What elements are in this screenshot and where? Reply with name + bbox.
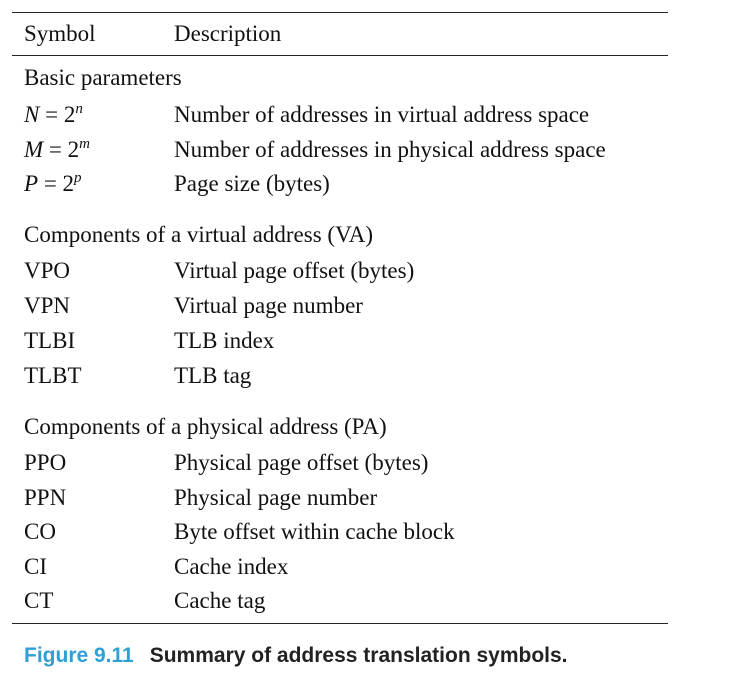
row-description: TLB index	[174, 328, 275, 353]
top-rule	[12, 12, 668, 13]
row-description: Page size (bytes)	[174, 171, 330, 196]
bottom-rule	[12, 623, 668, 624]
row-symbol: VPN	[24, 293, 71, 318]
row-symbol: PPN	[24, 485, 67, 510]
header-rule	[12, 55, 668, 56]
section-title-physical-address: Components of a physical address (PA)	[24, 414, 387, 439]
section-title-virtual-address: Components of a virtual address (VA)	[24, 222, 373, 247]
row-description: Number of addresses in virtual address s…	[174, 102, 590, 127]
row-description: Cache tag	[174, 588, 266, 613]
row-symbol: VPO	[24, 258, 71, 283]
figure-title: Summary of address translation symbols.	[149, 644, 568, 667]
section-title-basic-parameters: Basic parameters	[24, 65, 182, 90]
symbol-formula: M = 2m	[24, 136, 90, 163]
row-description: Byte offset within cache block	[174, 519, 455, 544]
row-symbol: CT	[24, 588, 54, 613]
row-symbol: CO	[24, 519, 56, 544]
row-symbol: TLBI	[24, 328, 76, 353]
row-description: Virtual page offset (bytes)	[174, 258, 415, 283]
row-symbol: TLBT	[24, 363, 82, 388]
figure-number: Figure 9.11	[24, 644, 134, 667]
row-description: TLB tag	[174, 363, 252, 388]
row-description: Cache index	[174, 554, 289, 579]
header-description: Description	[174, 21, 282, 46]
row-symbol: PPO	[24, 450, 67, 475]
header-symbol: Symbol	[24, 21, 96, 46]
symbol-formula: P = 2p	[24, 170, 82, 197]
row-description: Virtual page number	[174, 293, 363, 318]
row-description: Physical page number	[174, 485, 378, 510]
row-symbol: CI	[24, 554, 47, 579]
symbol-formula: N = 2n	[24, 101, 83, 128]
row-description: Physical page offset (bytes)	[174, 450, 429, 475]
figure-caption: Figure 9.11 Summary of address translatio…	[24, 641, 568, 671]
row-description: Number of addresses in physical address …	[174, 137, 606, 162]
